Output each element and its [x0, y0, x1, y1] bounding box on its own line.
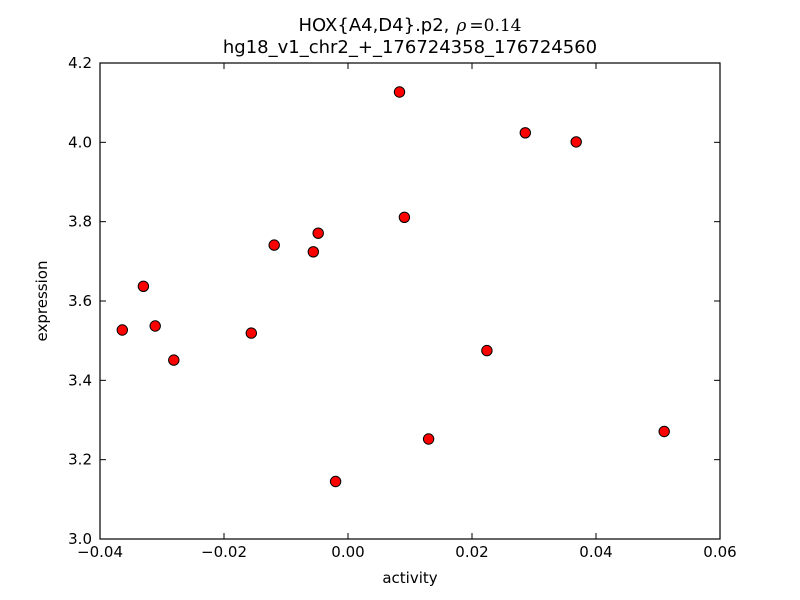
axis-ticks [99, 62, 721, 540]
x-tick-label: 0.04 [579, 543, 612, 561]
data-point [312, 227, 324, 239]
title-prefix: HOX{A4,D4}.p2, [298, 15, 449, 36]
data-point [481, 344, 493, 357]
rho-value: =0.14 [469, 16, 521, 36]
y-tick-label: 4.0 [68, 133, 92, 151]
scatter-points [116, 86, 670, 488]
plot-frame [99, 62, 721, 540]
data-point [393, 86, 406, 98]
y-tick-label: 3.4 [68, 371, 92, 389]
x-axis-label: activity [382, 569, 437, 587]
data-point [168, 354, 180, 366]
x-tick-label: 0.06 [703, 543, 736, 561]
y-tick-label: 3.8 [68, 213, 92, 231]
y-tick-label: 4.2 [68, 54, 92, 72]
axis-tick-labels: −0.04 −0.02 0.00 0.02 0.04 0.06 3.0 3.2 3.4 3.6 3.… [68, 54, 737, 561]
x-tick-label: −0.04 [77, 543, 123, 561]
y-axis-label: expression [33, 261, 51, 342]
x-tick-label: 0.00 [331, 543, 364, 561]
x-tick-label: 0.02 [455, 543, 488, 561]
data-point [398, 211, 411, 224]
data-point [519, 127, 531, 139]
data-point [245, 327, 258, 339]
y-tick-label: 3.2 [68, 451, 92, 469]
data-point [329, 475, 342, 488]
data-point [149, 320, 161, 332]
data-point [570, 136, 582, 148]
x-tick-label: −0.02 [201, 543, 247, 561]
data-point [116, 324, 129, 336]
rho-symbol: ρ [455, 16, 466, 36]
data-point [658, 425, 670, 438]
chart-title-line1: HOX{A4,D4}.p2, ρ =0.14 [298, 15, 521, 36]
data-point [137, 280, 150, 292]
data-point [307, 246, 319, 258]
y-tick-label: 3.6 [68, 292, 92, 310]
y-tick-label: 3.0 [68, 530, 92, 548]
plot-border [99, 62, 721, 540]
chart-title-line2: hg18_v1_chr2_+_176724358_176724560 [223, 37, 597, 58]
data-point [268, 239, 280, 251]
data-point [422, 433, 435, 445]
